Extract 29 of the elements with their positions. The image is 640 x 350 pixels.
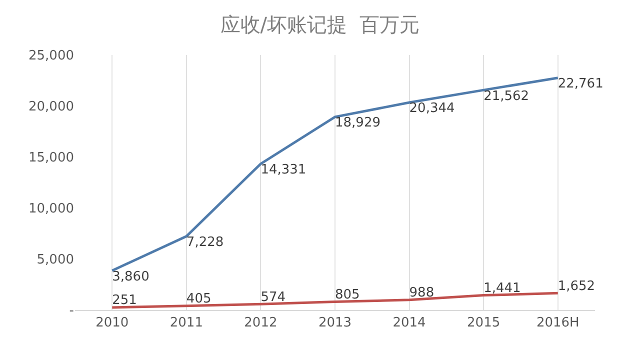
data-label: 3,860 bbox=[112, 269, 150, 284]
data-label: 14,331 bbox=[260, 162, 306, 178]
data-label: 20,344 bbox=[409, 101, 455, 116]
x-tick-label: 2013 bbox=[318, 316, 352, 331]
data-label: 805 bbox=[335, 288, 360, 303]
y-tick-label: 15,000 bbox=[28, 150, 74, 166]
data-label: 1,441 bbox=[484, 281, 521, 296]
x-tick-label: 2010 bbox=[96, 316, 129, 331]
data-label: 7,228 bbox=[186, 235, 224, 250]
data-label: 1,652 bbox=[558, 278, 596, 294]
line-series bbox=[110, 76, 560, 272]
x-tick-label: 2015 bbox=[467, 316, 500, 331]
data-label: 18,929 bbox=[335, 116, 380, 131]
y-tick-label: 10,000 bbox=[28, 202, 74, 217]
y-tick-label: - bbox=[69, 304, 74, 319]
y-tick-label: 5,000 bbox=[36, 252, 74, 268]
chart-title: 应收/坏账记提 百万元 bbox=[220, 12, 420, 36]
data-label: 22,761 bbox=[558, 76, 604, 92]
data-label: 21,562 bbox=[484, 88, 530, 104]
x-tick-label: 2014 bbox=[392, 316, 426, 331]
data-label: 988 bbox=[409, 286, 434, 301]
x-tick-label: 2012 bbox=[244, 316, 278, 331]
x-tick-label: 2016H bbox=[536, 316, 580, 331]
data-label: 574 bbox=[260, 290, 286, 305]
y-tick-label: 25,000 bbox=[28, 48, 74, 64]
x-tick-label: 2011 bbox=[170, 316, 203, 331]
data-label: 405 bbox=[186, 292, 212, 307]
data-label: 251 bbox=[112, 293, 137, 308]
y-tick-label: 20,000 bbox=[28, 100, 74, 115]
